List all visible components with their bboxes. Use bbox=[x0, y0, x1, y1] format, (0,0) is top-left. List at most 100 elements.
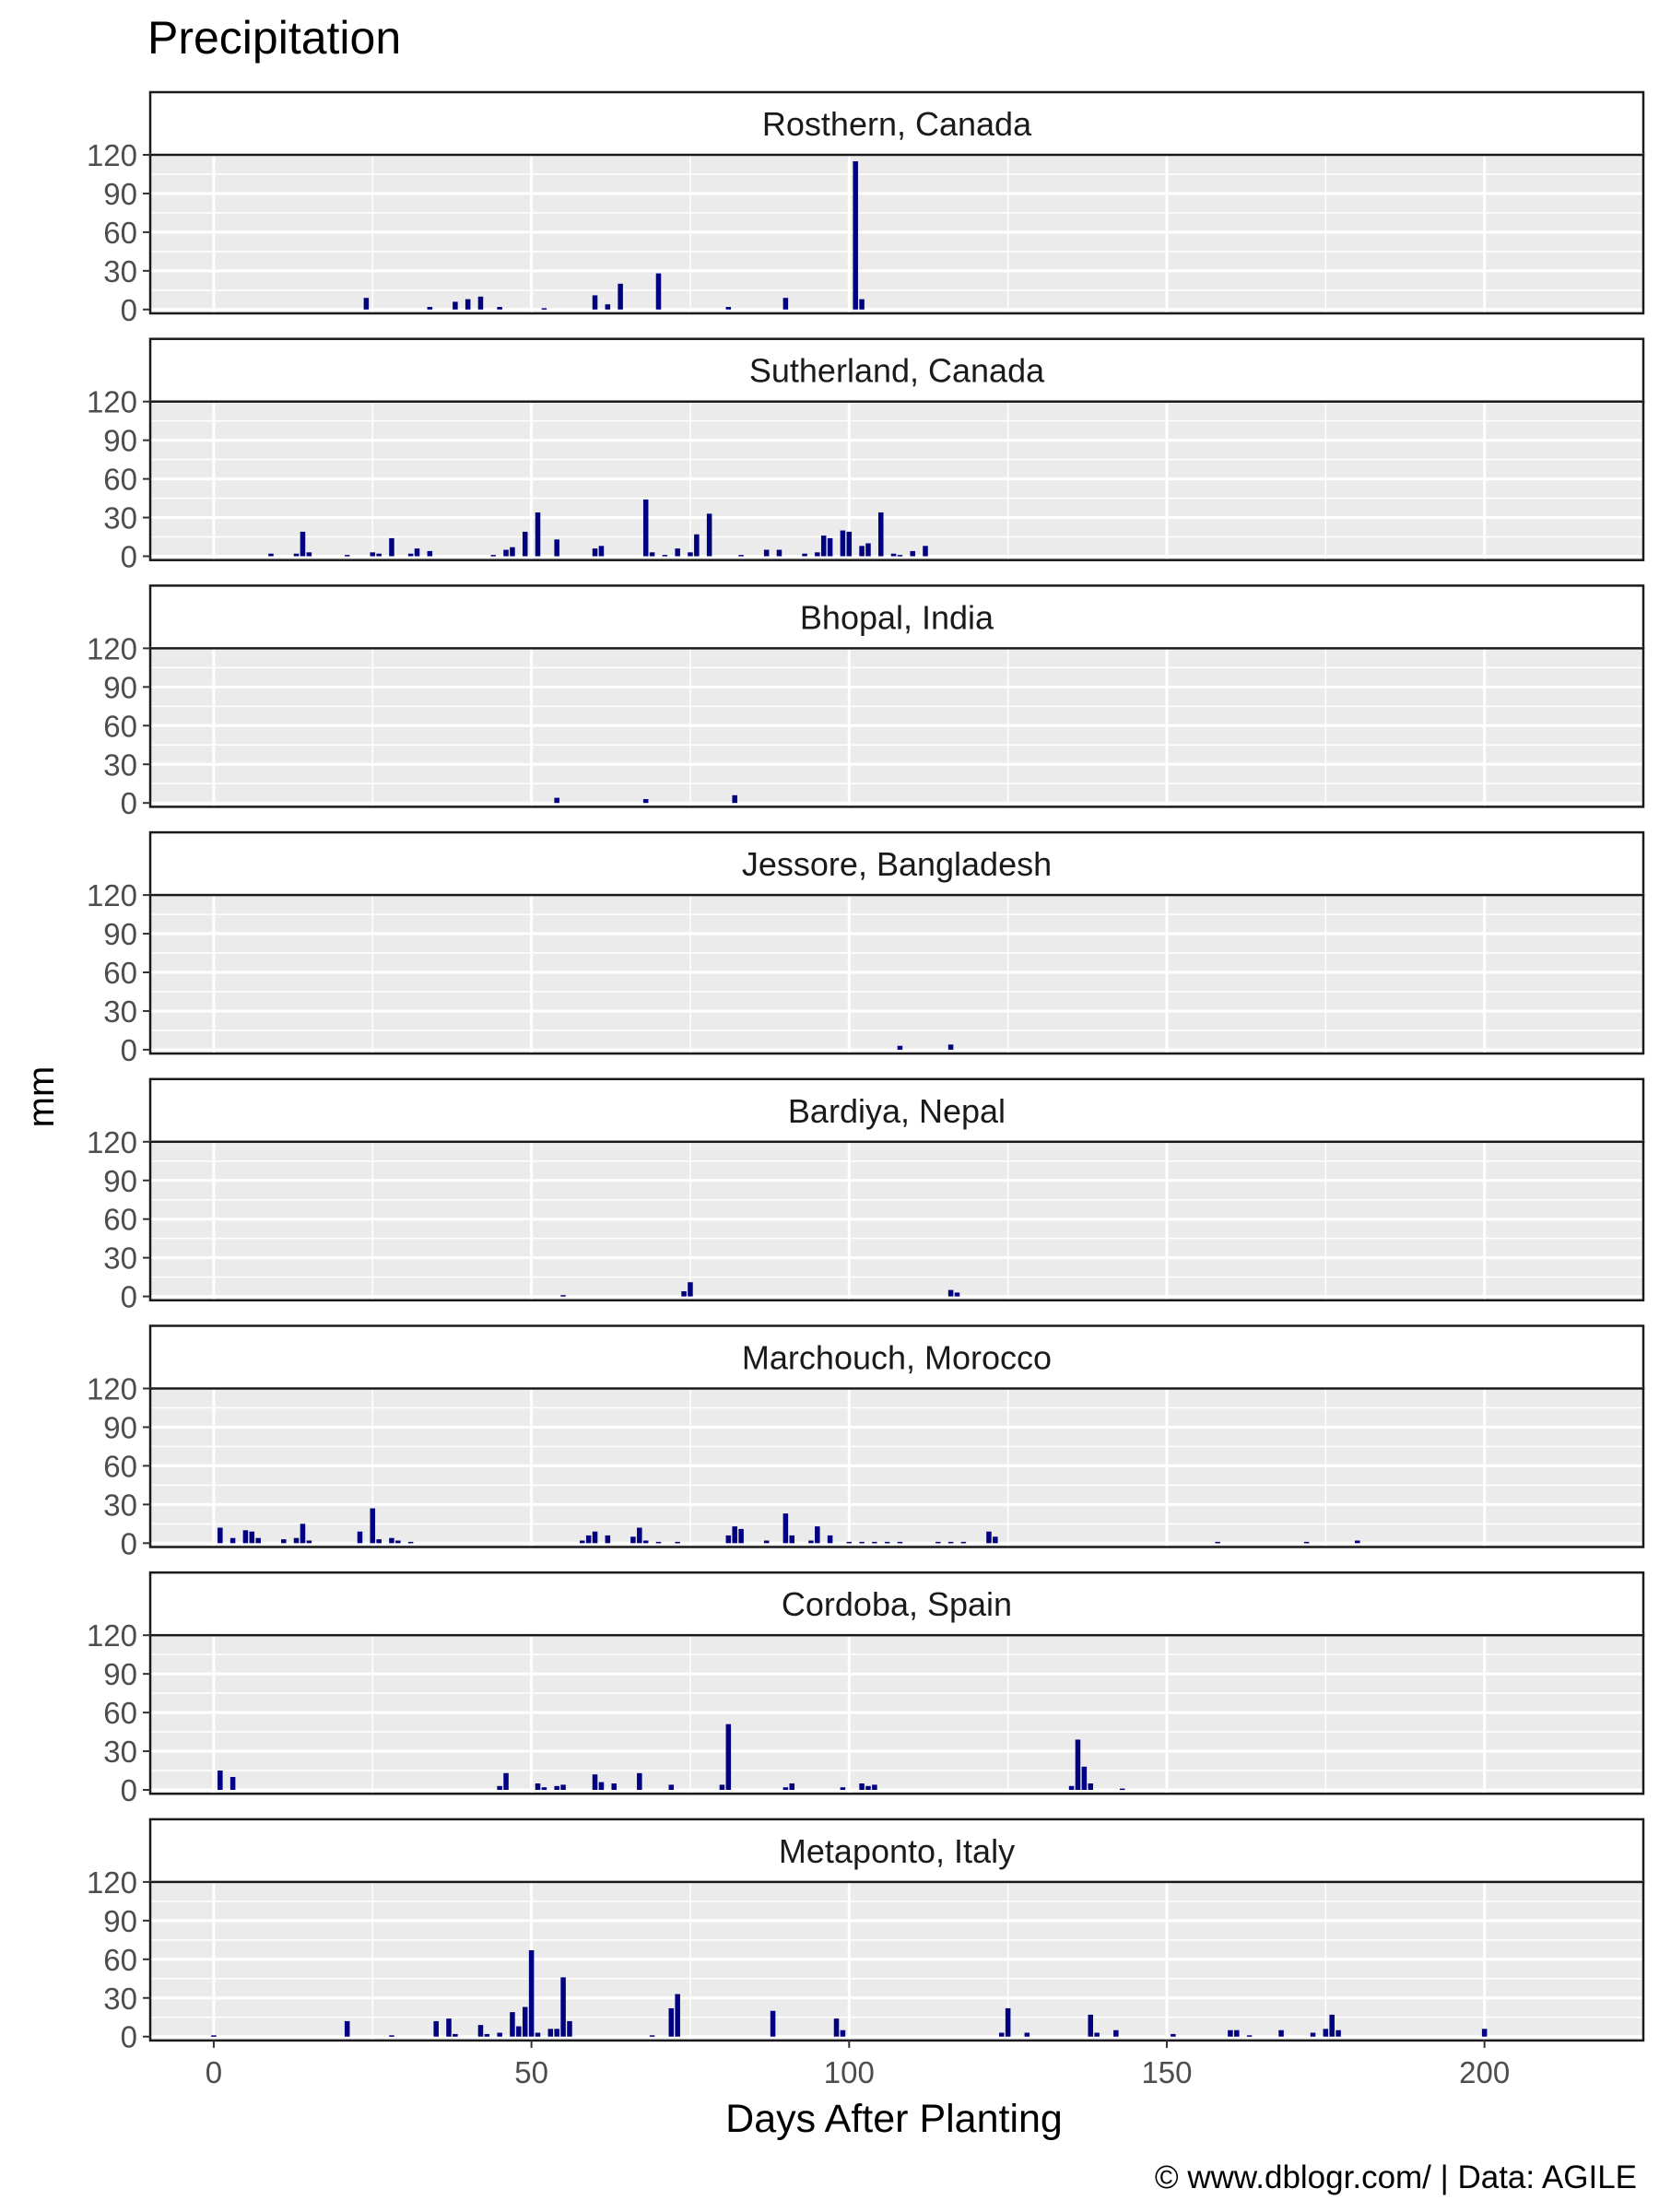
y-tick-label: 0 bbox=[121, 293, 137, 327]
facet-strip bbox=[148, 90, 1645, 157]
facet-label: Sutherland, Canada bbox=[749, 352, 1045, 390]
precip-bar bbox=[211, 2035, 217, 2037]
x-tick-label: 50 bbox=[514, 2055, 548, 2089]
precip-bar bbox=[859, 1783, 865, 1791]
precip-bar bbox=[497, 1785, 502, 1791]
y-tick-label: 30 bbox=[103, 747, 137, 782]
precip-bar bbox=[935, 1541, 941, 1544]
precip-bar bbox=[890, 553, 897, 557]
precip-bar bbox=[923, 546, 928, 557]
precip-bar bbox=[859, 1541, 865, 1544]
precip-bar bbox=[541, 308, 547, 310]
facet-label: Bhopal, India bbox=[800, 598, 994, 636]
precip-bar bbox=[738, 555, 744, 557]
precip-bar bbox=[897, 1045, 903, 1050]
y-tick-label: 90 bbox=[103, 1410, 137, 1444]
precip-bar bbox=[535, 2032, 541, 2037]
precip-bar bbox=[580, 1540, 585, 1544]
precip-bar bbox=[998, 2032, 1005, 2037]
precip-bar bbox=[465, 299, 471, 310]
y-tick-label: 60 bbox=[103, 1943, 137, 1977]
facet-panel: Sutherland, Canada 0 30 60 90 120 bbox=[87, 337, 1645, 574]
panel-border bbox=[148, 647, 1645, 808]
y-tick-label: 0 bbox=[121, 1773, 137, 1807]
precip-bar bbox=[1355, 1540, 1360, 1544]
precip-bar bbox=[229, 1537, 236, 1544]
y-tick-label: 30 bbox=[103, 1982, 137, 2016]
y-tick-label: 60 bbox=[103, 463, 137, 497]
precip-bar bbox=[370, 552, 376, 557]
panel-border bbox=[148, 1387, 1645, 1548]
precip-bar bbox=[897, 1541, 903, 1544]
y-tick-label: 60 bbox=[103, 956, 137, 990]
x-axis: 0 50 100 150 200 bbox=[206, 2040, 1510, 2089]
y-tick-label: 30 bbox=[103, 501, 137, 535]
precip-bar bbox=[293, 553, 300, 557]
precip-bar bbox=[497, 2032, 502, 2037]
precip-bar bbox=[986, 1531, 992, 1544]
precip-bar bbox=[706, 513, 712, 557]
y-tick-label: 30 bbox=[103, 1241, 137, 1276]
precip-bar bbox=[547, 2029, 554, 2037]
precip-bar bbox=[598, 546, 605, 557]
precip-bar bbox=[249, 1531, 255, 1544]
precip-bar bbox=[947, 1541, 954, 1544]
precip-bar bbox=[872, 1784, 877, 1791]
precip-bar bbox=[395, 1540, 401, 1544]
precip-bar bbox=[947, 1289, 954, 1297]
precip-bar bbox=[637, 1772, 642, 1791]
precip-bar bbox=[376, 1539, 382, 1544]
y-tick-label: 60 bbox=[103, 709, 137, 743]
precip-bar bbox=[649, 552, 655, 557]
precip-bar bbox=[516, 2026, 522, 2037]
facet-panel: Cordoba, Spain 0 30 60 90 120 bbox=[87, 1571, 1645, 1807]
precip-bar bbox=[363, 298, 370, 310]
precip-bar bbox=[642, 799, 649, 804]
y-tick-label: 90 bbox=[103, 917, 137, 951]
y-tick-label: 60 bbox=[103, 216, 137, 250]
precip-bar bbox=[782, 1787, 789, 1791]
precip-bar bbox=[1081, 1766, 1088, 1791]
precip-bar bbox=[554, 539, 559, 557]
facet-strip bbox=[148, 337, 1645, 403]
precip-bar bbox=[1303, 1541, 1310, 1544]
precip-bar bbox=[535, 1783, 541, 1791]
facet-panel: Bhopal, India 0 30 60 90 120 bbox=[87, 584, 1645, 820]
precip-bar bbox=[840, 530, 846, 557]
precip-bar bbox=[560, 1784, 566, 1791]
precip-bar bbox=[1215, 1541, 1220, 1544]
precip-bar bbox=[1246, 2035, 1253, 2037]
precip-bar bbox=[510, 2012, 515, 2037]
precip-bar bbox=[389, 537, 394, 557]
precip-bar bbox=[815, 1526, 820, 1544]
precip-bar bbox=[255, 1537, 261, 1544]
precip-bar bbox=[681, 1291, 687, 1297]
precip-bar bbox=[642, 499, 649, 557]
precip-bar bbox=[618, 283, 623, 310]
x-tick-label: 150 bbox=[1141, 2055, 1192, 2089]
facet-strip bbox=[148, 584, 1645, 650]
precip-bar bbox=[840, 1787, 846, 1791]
y-tick-label: 0 bbox=[121, 2020, 137, 2054]
precip-bar bbox=[585, 1535, 592, 1544]
y-tick-label: 120 bbox=[87, 1372, 137, 1406]
precip-bar bbox=[662, 555, 668, 557]
precip-bar bbox=[688, 1282, 693, 1297]
precip-bar bbox=[541, 1787, 547, 1791]
y-tick-label: 0 bbox=[121, 1280, 137, 1314]
x-tick-label: 200 bbox=[1459, 2055, 1510, 2089]
precip-bar bbox=[732, 794, 737, 804]
precip-bar bbox=[497, 307, 502, 310]
precip-bar bbox=[427, 550, 433, 557]
precip-bar bbox=[376, 553, 382, 557]
facet-label: Cordoba, Spain bbox=[782, 1585, 1012, 1623]
x-axis-label: Days After Planting bbox=[725, 2097, 1063, 2141]
precip-bar bbox=[637, 1527, 642, 1544]
precip-bar bbox=[859, 546, 865, 557]
y-tick-label: 120 bbox=[87, 138, 137, 172]
precip-bar bbox=[725, 307, 732, 310]
facet-label: Metaponto, Italy bbox=[779, 1832, 1015, 1870]
panel-border bbox=[148, 1880, 1645, 2042]
y-tick-label: 90 bbox=[103, 424, 137, 458]
precip-bar bbox=[954, 1292, 960, 1297]
